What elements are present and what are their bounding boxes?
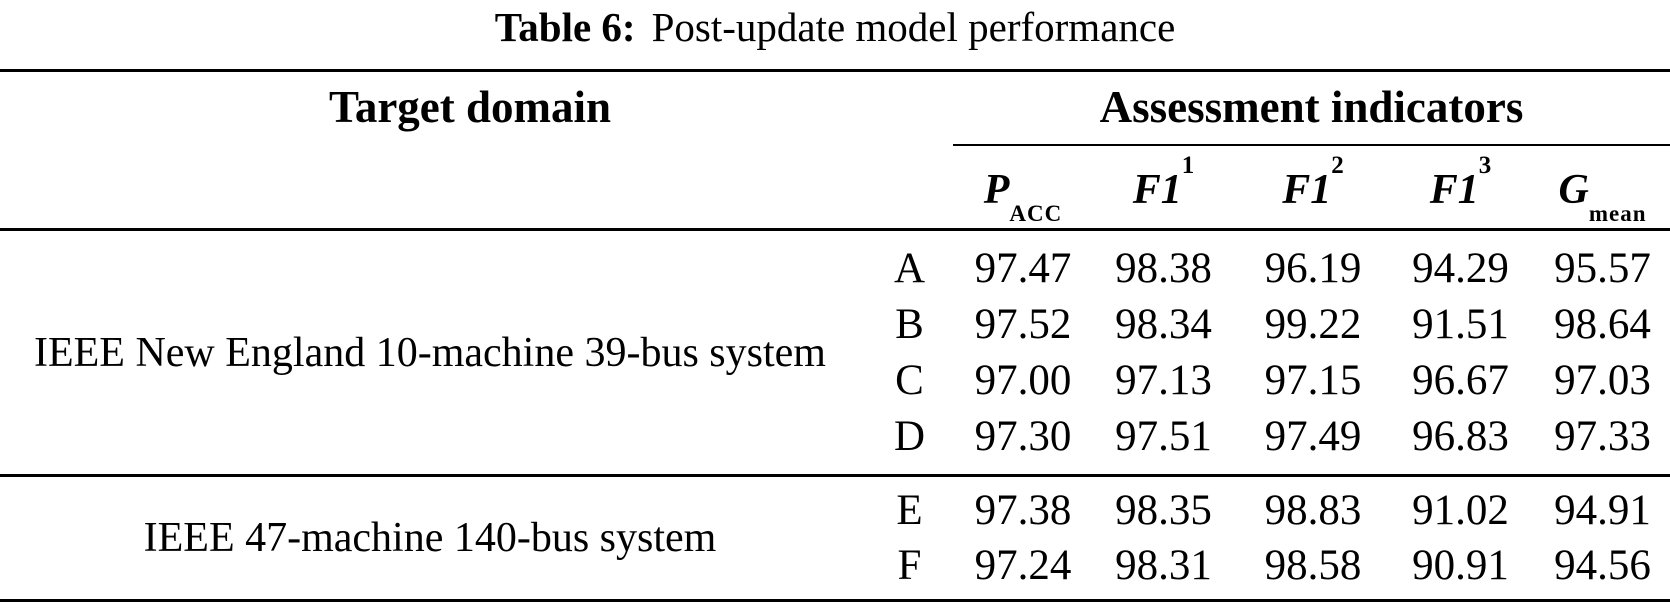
table-cell: 96.83 bbox=[1412, 413, 1509, 460]
table-cell: 96.19 bbox=[1264, 245, 1362, 292]
table-cell: 94.56 bbox=[1554, 542, 1651, 589]
table-cell: 97.47 bbox=[974, 245, 1072, 292]
table-caption-label: Table 6: bbox=[494, 4, 636, 50]
column-header-f1-3-main: F1 bbox=[1429, 167, 1479, 213]
top-rule bbox=[0, 69, 1670, 72]
model-label: F bbox=[897, 542, 922, 589]
metric-header-row: PACC F11 F12 F13 Gmean bbox=[0, 153, 1670, 227]
bottom-rule bbox=[0, 599, 1670, 602]
column-header-pacc: PACC bbox=[959, 158, 1087, 227]
column-header-pacc-main: P bbox=[983, 167, 1010, 213]
table-cell: 97.33 bbox=[1554, 413, 1651, 460]
target-domain-label: IEEE 47-machine 140-bus system bbox=[143, 515, 717, 561]
column-header-gmean: Gmean bbox=[1535, 158, 1670, 227]
table-cell: 91.02 bbox=[1412, 487, 1509, 534]
table-cell: 98.31 bbox=[1115, 542, 1212, 589]
column-header-f1-1-main: F1 bbox=[1132, 167, 1182, 213]
table-cell: 97.24 bbox=[974, 542, 1072, 589]
table-cell: 97.51 bbox=[1115, 413, 1212, 460]
table-cell: 97.38 bbox=[974, 487, 1072, 534]
table-cell: 97.15 bbox=[1264, 357, 1362, 404]
target-domain-label: IEEE New England 10-machine 39-bus syste… bbox=[34, 329, 826, 376]
column-header-gmean-subscript: mean bbox=[1588, 201, 1647, 227]
table-cell: 97.03 bbox=[1554, 357, 1651, 404]
table-cell: 98.38 bbox=[1115, 245, 1212, 292]
column-header-f1-2-main: F1 bbox=[1282, 167, 1332, 213]
header-assessment-indicators: Assessment indicators bbox=[1099, 82, 1524, 132]
column-header-pacc-subscript: ACC bbox=[1009, 201, 1063, 227]
table-cell: 90.91 bbox=[1412, 542, 1509, 589]
table-cell: 97.00 bbox=[974, 357, 1072, 404]
table-cell: 97.13 bbox=[1115, 357, 1212, 404]
table-caption-text: Post-update model performance bbox=[651, 4, 1176, 50]
table-cell: 98.64 bbox=[1554, 301, 1651, 348]
table-cell: 95.57 bbox=[1554, 245, 1651, 292]
model-label: A bbox=[893, 245, 926, 292]
column-header-f1-3-superscript: 3 bbox=[1478, 152, 1492, 179]
table-cell: 91.51 bbox=[1412, 301, 1509, 348]
section-divider-rule bbox=[0, 474, 1670, 477]
spacer-target-col bbox=[0, 158, 860, 224]
table-cell: 98.58 bbox=[1264, 542, 1362, 589]
column-header-f1-2: F12 bbox=[1240, 153, 1386, 224]
table-caption: Table 6: Post-update model performance bbox=[0, 0, 1670, 54]
column-header-f1-1-superscript: 1 bbox=[1181, 152, 1195, 179]
table-section-47-machine: IEEE 47-machine 140-bus system E 97.38 9… bbox=[0, 477, 1670, 599]
table-cell: 98.83 bbox=[1264, 487, 1362, 534]
model-label: E bbox=[896, 487, 923, 534]
table-cell: 94.91 bbox=[1554, 487, 1651, 534]
table-cell: 97.30 bbox=[974, 413, 1072, 460]
table-cell: 96.67 bbox=[1412, 357, 1509, 404]
column-header-gmean-main: G bbox=[1558, 167, 1589, 213]
table-cell: 98.34 bbox=[1115, 301, 1212, 348]
table-section-new-england: IEEE New England 10-machine 39-bus syste… bbox=[0, 231, 1670, 474]
column-header-f1-3: F13 bbox=[1386, 153, 1535, 224]
spacer-model-col bbox=[860, 158, 959, 224]
table-cell: 97.52 bbox=[974, 301, 1072, 348]
table-cell: 97.49 bbox=[1264, 413, 1362, 460]
model-label: C bbox=[895, 357, 924, 404]
model-label: D bbox=[893, 413, 926, 460]
header-bottom-rule bbox=[0, 228, 1670, 231]
column-header-f1-1: F11 bbox=[1087, 153, 1240, 224]
column-header-f1-2-superscript: 2 bbox=[1331, 152, 1344, 179]
model-label: B bbox=[895, 301, 924, 348]
assessment-underline-rule bbox=[953, 144, 1670, 146]
header-target-domain: Target domain bbox=[328, 82, 612, 132]
table-cell: 99.22 bbox=[1264, 301, 1362, 348]
table-cell: 98.35 bbox=[1115, 487, 1212, 534]
table-cell: 94.29 bbox=[1412, 245, 1509, 292]
